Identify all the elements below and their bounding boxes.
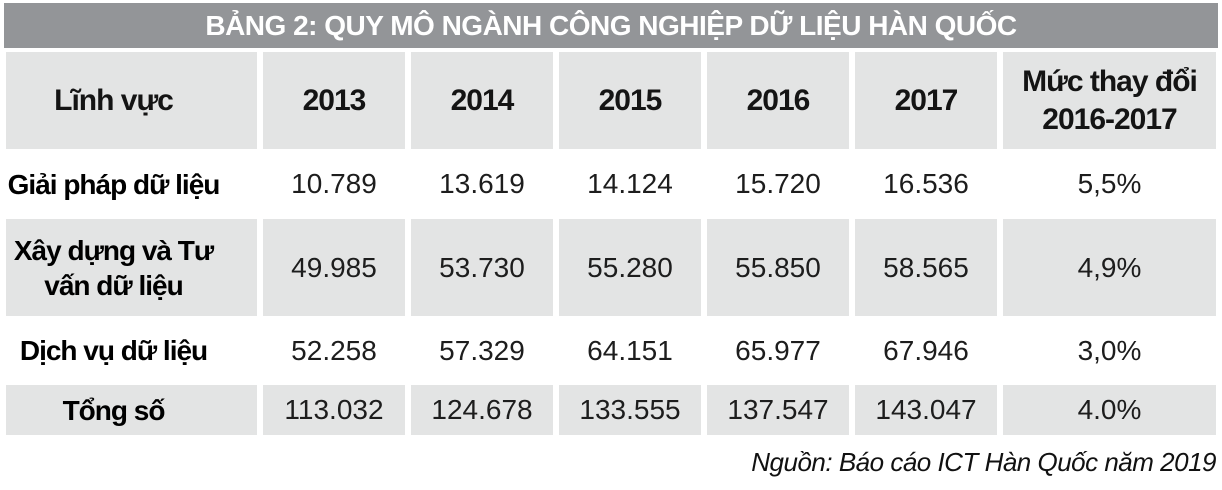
table-cell: 133.555: [559, 385, 701, 435]
source-note: Nguồn: Báo cáo ICT Hàn Quốc năm 2019: [751, 447, 1216, 477]
table-cell: 15.720: [707, 152, 849, 216]
column-header-2013: 2013: [263, 52, 405, 149]
data-table: Lĩnh vực 2013 2014 2015 2016 2017 Mức th…: [0, 49, 1222, 438]
table-cell: 65.977: [707, 319, 849, 382]
table-row-data-solutions: Giải pháp dữ liệu 10.789 13.619 14.124 1…: [6, 152, 1216, 216]
column-header-2015: 2015: [559, 52, 701, 149]
table-figure: BẢNG 2: QUY MÔ NGÀNH CÔNG NGHIỆP DỮ LIỆU…: [0, 3, 1222, 490]
row-label: Tổng số: [6, 385, 257, 435]
column-header-2017: 2017: [855, 52, 997, 149]
table-cell-percent: 4.0%: [1003, 385, 1216, 435]
table-row-total: Tổng số 113.032 124.678 133.555 137.547 …: [6, 385, 1216, 435]
column-header-2014: 2014: [411, 52, 553, 149]
table-cell-percent: 4,9%: [1003, 219, 1216, 316]
table-cell: 143.047: [855, 385, 997, 435]
column-header-2016: 2016: [707, 52, 849, 149]
table-row-construction-consulting: Xây dựng và Tư vấn dữ liệu 49.985 53.730…: [6, 219, 1216, 316]
column-header-field: Lĩnh vực: [6, 52, 257, 149]
table-cell: 124.678: [411, 385, 553, 435]
table-cell: 55.850: [707, 219, 849, 316]
table-cell: 55.280: [559, 219, 701, 316]
row-label: Dịch vụ dữ liệu: [6, 319, 257, 382]
table-cell: 137.547: [707, 385, 849, 435]
table-title: BẢNG 2: QUY MÔ NGÀNH CÔNG NGHIỆP DỮ LIỆU…: [205, 9, 1017, 41]
table-cell: 67.946: [855, 319, 997, 382]
table-cell-percent: 5,5%: [1003, 152, 1216, 216]
table-cell: 16.536: [855, 152, 997, 216]
column-header-change-2016-2017: Mức thay đổi 2016-2017: [1003, 52, 1216, 149]
table-cell: 58.565: [855, 219, 997, 316]
header-row: Lĩnh vực 2013 2014 2015 2016 2017 Mức th…: [6, 52, 1216, 149]
table-cell: 10.789: [263, 152, 405, 216]
table-cell: 14.124: [559, 152, 701, 216]
table-cell: 53.730: [411, 219, 553, 316]
table-cell: 49.985: [263, 219, 405, 316]
table-row-data-services: Dịch vụ dữ liệu 52.258 57.329 64.151 65.…: [6, 319, 1216, 382]
table-cell: 113.032: [263, 385, 405, 435]
row-label: Giải pháp dữ liệu: [6, 152, 257, 216]
table-cell: 13.619: [411, 152, 553, 216]
table-cell: 64.151: [559, 319, 701, 382]
table-cell: 52.258: [263, 319, 405, 382]
row-label: Xây dựng và Tư vấn dữ liệu: [6, 219, 257, 316]
table-title-bar: BẢNG 2: QUY MÔ NGÀNH CÔNG NGHIỆP DỮ LIỆU…: [4, 3, 1218, 48]
table-cell: 57.329: [411, 319, 553, 382]
table-cell-percent: 3,0%: [1003, 319, 1216, 382]
